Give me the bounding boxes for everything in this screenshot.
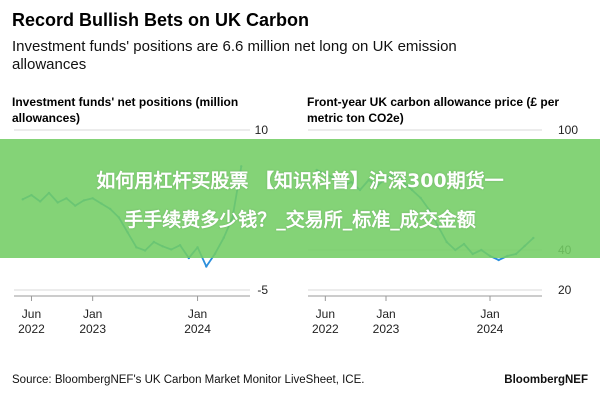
overlay-text-line-2: 手手续费多少钱？_交易所_标准_成交金额 bbox=[124, 209, 476, 231]
y-tick-label: 20 bbox=[558, 283, 572, 297]
y-tick-label: -5 bbox=[257, 283, 268, 297]
y-tick-label: 10 bbox=[255, 123, 269, 137]
chart-title: Record Bullish Bets on UK Carbon bbox=[12, 10, 310, 30]
brand-logo: BloombergNEF bbox=[504, 374, 588, 386]
x-tick-label: Jan bbox=[480, 307, 499, 321]
chart-subtitle: Investment funds' positions are 6.6 mill… bbox=[12, 38, 457, 73]
right-panel-title: Front-year UK carbon allowance price (£ … bbox=[307, 95, 560, 125]
x-tick-label: 2023 bbox=[79, 322, 106, 336]
x-tick-label: Jun bbox=[316, 307, 335, 321]
data-point bbox=[205, 265, 208, 268]
left-panel-title: Investment funds' net positions (million… bbox=[12, 95, 239, 125]
y-tick-label: 100 bbox=[558, 123, 578, 137]
x-tick-label: Jun bbox=[22, 307, 41, 321]
overlay-banner bbox=[0, 139, 600, 258]
x-tick-label: 2023 bbox=[373, 322, 400, 336]
x-tick-label: Jan bbox=[83, 307, 102, 321]
x-tick-label: Jan bbox=[376, 307, 395, 321]
x-tick-label: 2022 bbox=[18, 322, 45, 336]
source-note: Source: BloombergNEF's UK Carbon Market … bbox=[12, 374, 365, 386]
x-tick-label: 2024 bbox=[477, 322, 504, 336]
data-point bbox=[497, 258, 500, 262]
x-tick-label: 2024 bbox=[184, 322, 211, 336]
x-tick-label: 2022 bbox=[312, 322, 339, 336]
x-tick-label: Jan bbox=[188, 307, 207, 321]
overlay-text-line-1: 如何用杠杆买股票 【知识科普】沪深300期货一 bbox=[96, 170, 504, 192]
